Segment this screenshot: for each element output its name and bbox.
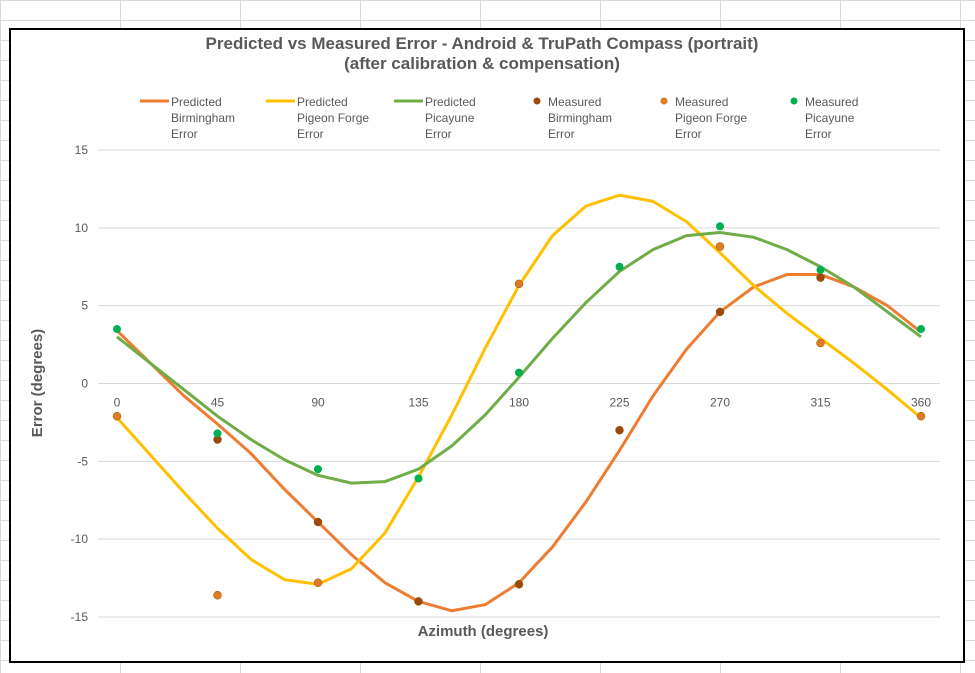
y-tick-label: 15 xyxy=(75,143,89,157)
x-tick-label: 135 xyxy=(408,396,428,410)
measured-picayune-error-point xyxy=(314,465,322,474)
y-tick-label: 10 xyxy=(75,221,89,235)
y-tick-label: 0 xyxy=(81,377,88,391)
legend-label: Picayune xyxy=(425,111,475,125)
y-tick-label: -10 xyxy=(71,532,89,546)
legend-marker xyxy=(790,97,798,105)
legend-label: Error xyxy=(425,127,452,141)
chart-subtitle: (after calibration & compensation) xyxy=(344,54,620,73)
y-tick-label: -15 xyxy=(71,610,89,624)
measured-picayune-error-point xyxy=(113,325,121,334)
legend-label: Measured xyxy=(548,95,601,109)
x-tick-label: 0 xyxy=(114,396,121,410)
predicted-pigeon-forge-error-line xyxy=(115,193,922,586)
measured-picayune-error-point xyxy=(615,262,624,271)
legend-label: Predicted xyxy=(425,95,476,109)
legend-label: Pigeon Forge xyxy=(675,111,747,125)
legend-label: Predicted xyxy=(171,95,222,109)
legend-label: Pigeon Forge xyxy=(297,111,369,125)
legend-label: Birmingham xyxy=(548,111,612,125)
legend-label: Measured xyxy=(675,95,728,109)
x-tick-label: 225 xyxy=(609,396,629,410)
measured-birmingham-error-point xyxy=(514,580,524,589)
x-tick-label: 180 xyxy=(509,396,529,410)
legend-label: Error xyxy=(297,127,324,141)
measured-picayune-error-point xyxy=(917,325,925,334)
predicted-picayune-error-line xyxy=(116,231,922,485)
x-tick-label: 360 xyxy=(911,396,931,410)
measured-birmingham-error-point xyxy=(414,597,423,606)
measured-picayune-error-point xyxy=(816,265,825,274)
measured-birmingham-error-point xyxy=(313,517,323,527)
measured-pigeon-forge-error-point xyxy=(916,411,926,421)
measured-pigeon-forge-error-point xyxy=(816,338,825,348)
measured-pigeon-forge-error-point xyxy=(313,578,323,588)
measured-pigeon-forge-error-point xyxy=(514,279,524,289)
legend-label: Error xyxy=(548,127,575,141)
measured-picayune-error-point xyxy=(515,368,523,377)
measured-picayune-error-point xyxy=(213,429,222,438)
legend-marker xyxy=(533,97,541,105)
y-tick-label: -5 xyxy=(77,454,88,468)
measured-pigeon-forge-error-point xyxy=(715,242,725,251)
legend-marker xyxy=(660,97,668,105)
measured-birmingham-error-point xyxy=(816,273,825,282)
measured-birmingham-error-point xyxy=(715,307,725,317)
legend-label: Error xyxy=(171,127,198,141)
x-tick-label: 90 xyxy=(311,396,325,410)
legend-label: Picayune xyxy=(805,111,855,125)
x-tick-label: 315 xyxy=(810,396,830,410)
measured-pigeon-forge-error-point xyxy=(112,411,122,421)
legend-label: Error xyxy=(805,127,832,141)
measured-picayune-error-point xyxy=(716,222,724,231)
x-axis-title: Azimuth (degrees) xyxy=(418,623,549,640)
legend-label: Measured xyxy=(805,95,858,109)
chart-title: Predicted vs Measured Error - Android & … xyxy=(206,34,759,53)
measured-birmingham-error-point xyxy=(615,425,624,435)
legend-label: Birmingham xyxy=(171,111,235,125)
y-axis-title: Error (degrees) xyxy=(29,329,46,437)
legend-label: Error xyxy=(675,127,702,141)
y-tick-label: 5 xyxy=(81,299,88,313)
measured-pigeon-forge-error-point xyxy=(213,590,222,600)
measured-picayune-error-point xyxy=(414,474,423,483)
legend-label: Predicted xyxy=(297,95,348,109)
x-tick-label: 45 xyxy=(211,396,225,410)
x-tick-label: 270 xyxy=(710,396,730,410)
